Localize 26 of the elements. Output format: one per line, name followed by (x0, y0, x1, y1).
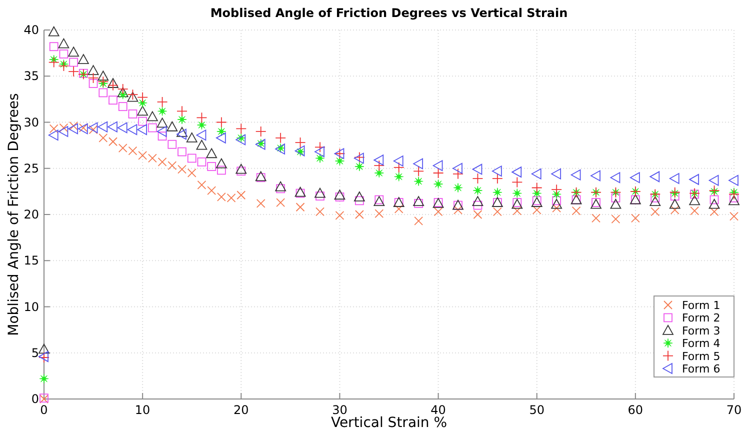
legend-label: Form 5 (682, 350, 720, 363)
x-tick-label: 60 (628, 403, 644, 417)
y-tick-label: 35 (24, 69, 39, 84)
y-tick-label: 25 (24, 161, 39, 176)
y-tick-label: 20 (24, 208, 39, 222)
legend-label: Form 4 (682, 337, 720, 350)
chart-title: Moblised Angle of Friction Degrees vs Vertical Strain (210, 6, 568, 20)
legend-label: Form 2 (682, 312, 720, 325)
x-tick-label: 20 (234, 403, 249, 417)
y-tick-label: 40 (24, 23, 39, 37)
legend-label: Form 3 (682, 324, 720, 338)
y-tick-label: 30 (24, 115, 39, 130)
x-tick-label: 70 (726, 403, 742, 417)
legend-label: Form 6 (682, 362, 720, 376)
y-tick-label: 0 (31, 392, 39, 406)
legend-label: Form 1 (682, 299, 720, 312)
y-tick-label: 10 (24, 300, 39, 314)
x-tick-label: 30 (332, 403, 348, 417)
x-tick-label: 0 (40, 403, 48, 417)
y-tick-label: 15 (24, 254, 39, 268)
y-tick-label: 5 (31, 346, 39, 360)
x-axis-title: Vertical Strain % (330, 415, 448, 431)
x-tick-label: 10 (134, 403, 150, 417)
x-tick-label: 50 (529, 403, 544, 417)
y-axis-title: Moblised Angle of Friction Degrees (6, 93, 22, 336)
x-tick-label: 40 (430, 403, 446, 417)
